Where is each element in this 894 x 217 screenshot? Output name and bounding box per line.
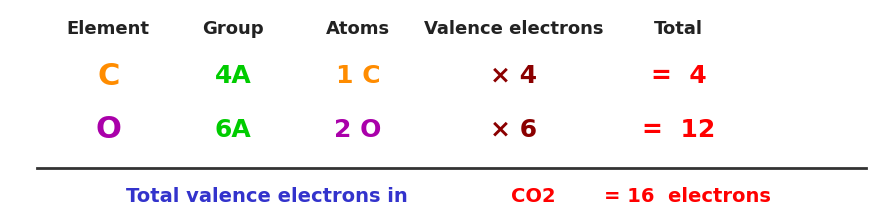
Text: = 16  electrons: = 16 electrons <box>604 187 771 206</box>
Text: 2 O: 2 O <box>334 118 382 142</box>
Text: Total: Total <box>654 20 704 38</box>
Text: =  12: = 12 <box>642 118 715 142</box>
Text: Valence electrons: Valence electrons <box>424 20 603 38</box>
Text: Group: Group <box>202 20 264 38</box>
Text: Atoms: Atoms <box>325 20 390 38</box>
Text: Element: Element <box>67 20 150 38</box>
Text: C: C <box>97 62 120 91</box>
Text: O: O <box>96 115 122 145</box>
Text: =  4: = 4 <box>651 64 706 88</box>
Text: 1 C: 1 C <box>335 64 380 88</box>
Text: CO2: CO2 <box>511 187 556 206</box>
Text: × 4: × 4 <box>490 64 537 88</box>
Text: × 6: × 6 <box>490 118 537 142</box>
Text: Total valence electrons in: Total valence electrons in <box>126 187 415 206</box>
Text: 6A: 6A <box>215 118 251 142</box>
Text: 4A: 4A <box>215 64 251 88</box>
